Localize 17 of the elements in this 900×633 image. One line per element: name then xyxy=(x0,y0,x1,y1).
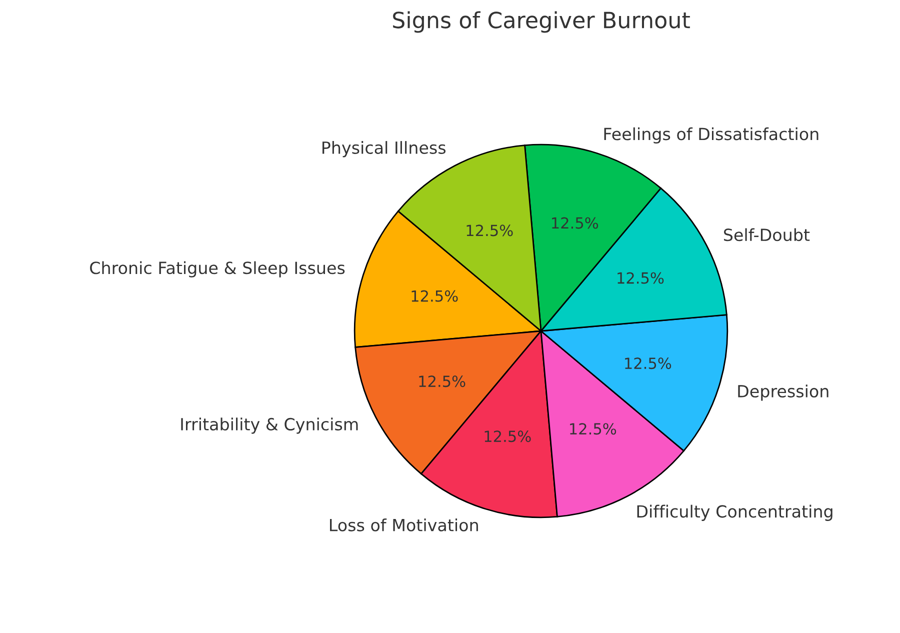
slice-label: Self-Doubt xyxy=(724,228,810,242)
data-label: 12.5% xyxy=(618,272,664,284)
data-label: 12.5% xyxy=(419,376,466,388)
chart-title: Signs of Caregiver Burnout xyxy=(393,11,690,33)
slice-label: Loss of Motivation xyxy=(330,518,478,532)
data-label: 12.5% xyxy=(484,430,531,442)
slice-label: Depression xyxy=(738,384,828,401)
slice-label: Difficulty Concentrating xyxy=(637,504,832,521)
data-label: 12.5% xyxy=(625,358,672,370)
data-label: 12.5% xyxy=(570,423,616,435)
data-label: 12.5% xyxy=(466,224,513,236)
slice-label: Chronic Fatigue & Sleep Issues xyxy=(90,261,345,278)
slice-label: Feelings of Dissatisfaction xyxy=(604,127,818,144)
slice-label: Physical Illness xyxy=(322,141,446,158)
slice-label: Irritability & Cynicism xyxy=(181,418,358,434)
data-label: 12.5% xyxy=(552,217,598,229)
data-label: 12.5% xyxy=(412,290,458,302)
